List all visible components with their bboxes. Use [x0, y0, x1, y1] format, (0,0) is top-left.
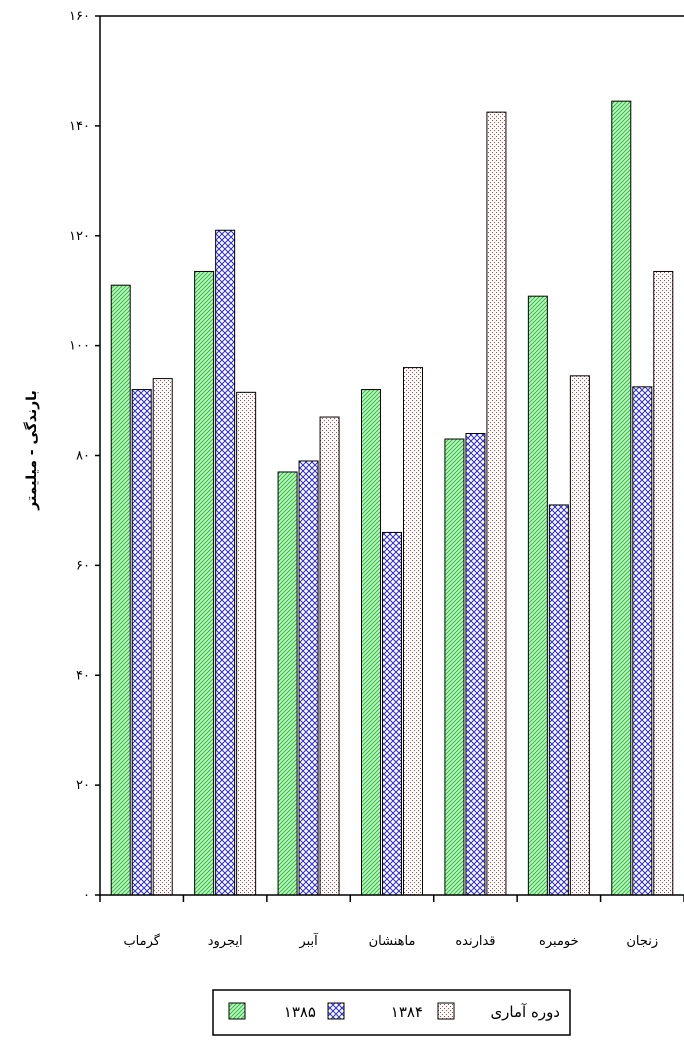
legend-frame [212, 989, 571, 1036]
bar [382, 531, 402, 896]
legend-swatch [327, 1002, 345, 1020]
x-category-label: خومبره [539, 934, 579, 949]
y-axis-title: بارندگی - میلیمتر [23, 390, 40, 510]
legend-swatch [228, 1002, 246, 1020]
bar [152, 378, 173, 896]
bar [236, 391, 257, 896]
bar [611, 100, 632, 896]
bar [403, 367, 423, 896]
bar [319, 416, 340, 896]
bars [110, 100, 674, 896]
y-tick-label: ۱۰۰ [69, 339, 90, 354]
bar [465, 433, 486, 896]
bar [361, 389, 381, 896]
y-axis: ۰ ۲۰ ۴۰ ۶۰ ۸۰ ۱۰۰ ۱۲۰ ۱۴۰ ۱۶۰ [69, 9, 684, 903]
y-tick-label: ۱۴۰ [69, 119, 90, 134]
bar [527, 295, 548, 896]
y-tick-label: ۸۰ [76, 449, 90, 464]
bar [486, 111, 507, 896]
legend-label: دوره آماری [490, 1003, 560, 1021]
y-tick-label: ۰ [83, 888, 90, 903]
y-tick-label: ۴۰ [76, 668, 90, 683]
bar [653, 270, 674, 896]
bar [569, 375, 590, 896]
x-category-label: قدارنده [455, 934, 495, 949]
x-category-label: گرماب [123, 933, 160, 949]
y-tick-label: ۲۰ [76, 778, 90, 793]
x-category-label: زنجان [626, 934, 658, 949]
legend-label: ۱۳۸۵ [284, 1003, 316, 1021]
x-axis: گرماب ایجرود آببر ماهنشان قدارنده خومبره زنجان [99, 894, 684, 949]
bar [215, 229, 236, 896]
legend-swatch [437, 1002, 455, 1020]
bar [110, 284, 131, 896]
x-category-label: ایجرود [208, 934, 243, 949]
bar [444, 438, 465, 896]
x-category-label: آببر [298, 932, 319, 949]
y-tick-label: ۶۰ [76, 558, 90, 573]
legend-label: ۱۳۸۴ [391, 1003, 423, 1021]
bar [194, 270, 215, 896]
bar [277, 471, 298, 896]
x-category-label: ماهنشان [369, 934, 416, 949]
y-tick-label: ۱۶۰ [69, 9, 90, 24]
bar [131, 389, 152, 896]
y-tick-label: ۱۲۰ [69, 229, 90, 244]
bar [298, 460, 319, 896]
bar [632, 386, 653, 896]
legend: ۱۳۸۵ ۱۳۸۴ دوره آماری [212, 989, 571, 1036]
bar [548, 504, 569, 896]
